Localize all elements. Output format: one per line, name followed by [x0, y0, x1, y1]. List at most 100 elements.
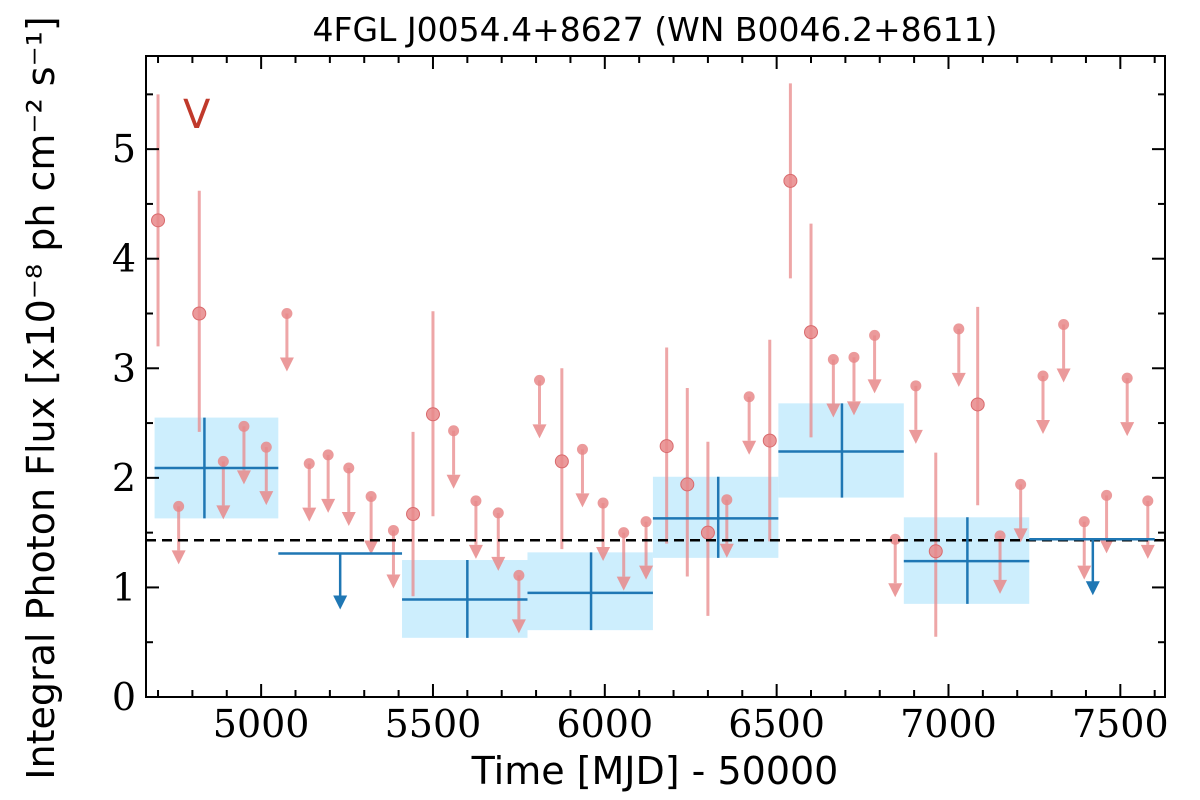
short-bin-upper-limit-arrow [742, 440, 757, 455]
short-bin-upper-limit-arrow [259, 491, 274, 506]
short-bin-upper-limit-arrow [491, 556, 506, 571]
x-axis-label: Time [MJD] - 50000 [471, 749, 839, 793]
short-bin-upper-limit-cap [1121, 372, 1133, 384]
short-bin-upper-limit-arrow [1013, 528, 1028, 543]
short-bin-upper-limit-arrow [639, 565, 654, 580]
short-bin-upper-limit-cap [1037, 370, 1049, 382]
x-tick-label: 5500 [385, 702, 482, 746]
short-bin-upper-limit-cap [889, 533, 901, 545]
short-bin-upper-limit-cap [994, 530, 1006, 542]
short-bin-upper-limit-arrow [719, 543, 734, 558]
short-bin-upper-limit-cap [827, 354, 839, 366]
plot-area [146, 83, 1165, 638]
short-bin-upper-limit-arrow [951, 372, 966, 387]
short-bin-upper-limit-cap [238, 420, 250, 432]
short-bin-upper-limit-arrow [216, 505, 231, 520]
plot-frame [145, 55, 1166, 698]
short-bin-point [425, 407, 440, 422]
short-bin-point [928, 544, 943, 559]
y-tick-label: 2 [112, 456, 136, 500]
short-bin-point [700, 525, 715, 540]
short-bin-upper-limit-cap [721, 494, 733, 506]
short-bin-upper-limit-cap [848, 351, 860, 363]
annotation-label: V [183, 92, 211, 138]
y-tick-label: 0 [112, 675, 136, 719]
y-tick-label: 4 [112, 237, 136, 281]
long-bin-upper-limit-arrow [1085, 581, 1100, 596]
short-bin-point [680, 477, 695, 492]
short-bin-upper-limit-cap [640, 516, 652, 528]
short-bin-upper-limit-cap [743, 391, 755, 403]
short-bin-upper-limit-cap [260, 441, 272, 453]
short-bin-point [970, 397, 985, 412]
short-bin-upper-limit-cap [173, 500, 185, 512]
short-bin-upper-limit-cap [534, 374, 546, 386]
short-bin-upper-limit-arrow [1099, 539, 1114, 554]
short-bin-upper-limit-arrow [826, 403, 841, 418]
short-bin-upper-limit-arrow [616, 576, 631, 591]
short-bin-upper-limit-cap [492, 507, 504, 519]
short-bin-upper-limit-arrow [532, 424, 547, 439]
short-bin-upper-limit-arrow [386, 574, 401, 589]
short-bin-upper-limit-arrow [1077, 565, 1092, 580]
y-tick-label: 1 [112, 565, 136, 609]
x-tick-label: 6500 [728, 702, 825, 746]
short-bin-point [151, 213, 166, 228]
short-bin-upper-limit-arrow [446, 474, 461, 489]
short-bin-upper-limit-cap [281, 307, 293, 319]
long-bin-upper-limit-arrow [333, 595, 348, 610]
short-bin-upper-limit-cap [1015, 478, 1027, 490]
short-bin-upper-limit-cap [953, 323, 965, 335]
short-bin-upper-limit-arrow [908, 429, 923, 444]
y-axis-label: Integral Photon Flux [x10⁻⁸ ph cm⁻² s⁻¹] [19, 16, 63, 779]
short-bin-upper-limit-arrow [575, 493, 590, 508]
short-bin-upper-limit-cap [365, 490, 377, 502]
short-bin-upper-limit-arrow [279, 357, 294, 372]
short-bin-upper-limit-cap [1142, 495, 1154, 507]
short-bin-upper-limit-arrow [867, 379, 882, 394]
short-bin-upper-limit-arrow [171, 550, 186, 565]
short-bin-upper-limit-arrow [1120, 422, 1135, 437]
short-bin-point [804, 325, 819, 340]
short-bin-upper-limit-arrow [468, 544, 483, 559]
short-bin-upper-limit-arrow [1056, 368, 1071, 383]
short-bin-point [762, 433, 777, 448]
x-tick-label: 7000 [900, 702, 997, 746]
short-bin-upper-limit-cap [910, 380, 922, 392]
short-bin-upper-limit-arrow [846, 401, 861, 416]
short-bin-upper-limit-cap [1078, 516, 1090, 528]
short-bin-upper-limit-cap [448, 425, 460, 437]
y-tick-label: 3 [112, 346, 136, 390]
short-bin-point [406, 507, 421, 522]
x-tick-label: 7500 [1072, 702, 1169, 746]
short-bin-upper-limit-arrow [1035, 419, 1050, 434]
short-bin-point [659, 439, 674, 454]
short-bin-upper-limit-cap [322, 449, 334, 461]
short-bin-point [783, 173, 798, 188]
short-bin-upper-limit-cap [217, 455, 229, 467]
short-bin-upper-limit-cap [597, 497, 609, 509]
short-bin-upper-limit-cap [513, 569, 525, 581]
short-bin-upper-limit-cap [343, 462, 355, 474]
short-bin-upper-limit-cap [869, 329, 881, 341]
short-bin-upper-limit-cap [1058, 318, 1070, 330]
short-bin-upper-limit-arrow [596, 547, 611, 562]
short-bin-upper-limit-arrow [993, 579, 1008, 594]
short-bin-upper-limit-cap [470, 495, 482, 507]
short-bin-upper-limit-cap [387, 524, 399, 536]
x-tick-label: 5000 [213, 702, 310, 746]
short-bin-upper-limit-cap [576, 443, 588, 455]
short-bin-upper-limit-arrow [302, 507, 317, 522]
short-bin-upper-limit-arrow [341, 511, 356, 526]
short-bin-upper-limit-cap [618, 527, 630, 539]
short-bin-upper-limit-cap [303, 458, 315, 470]
short-bin-upper-limit-arrow [1140, 544, 1155, 559]
short-bin-upper-limit-arrow [511, 619, 526, 634]
short-bin-upper-limit-arrow [321, 498, 336, 513]
short-bin-upper-limit-arrow [236, 470, 251, 485]
short-bin-point [192, 306, 207, 321]
y-tick-label: 5 [112, 127, 136, 171]
chart-title: 4FGL J0054.4+8627 (WN B0046.2+8611) [312, 10, 997, 49]
axis-ticks: 5000 5500 6000 6500 7000 7500 0 1 2 3 4 5 [112, 56, 1169, 746]
